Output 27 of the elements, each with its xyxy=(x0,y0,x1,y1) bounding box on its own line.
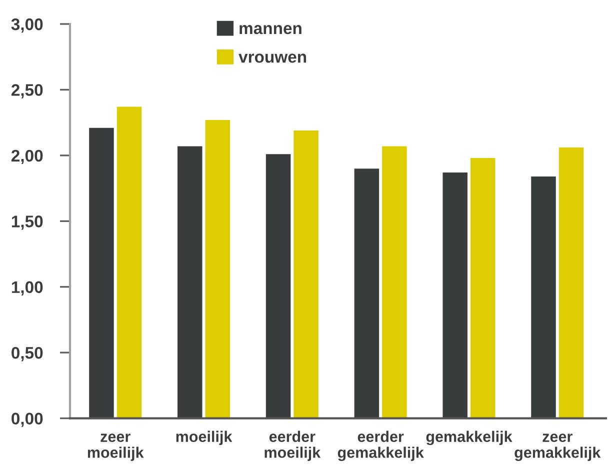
x-tick-label: eerder moeilijk xyxy=(264,430,321,461)
legend-label: vrouwen xyxy=(238,54,306,63)
bar xyxy=(558,148,584,418)
bar xyxy=(294,130,318,418)
x-tick-label: moeilijk xyxy=(176,430,232,446)
x-tick-label: zeer gemakkelijk xyxy=(514,434,601,462)
y-tick-label: 1,00 xyxy=(12,281,43,296)
bar xyxy=(382,146,407,418)
x-tick-label: zeer moeilijk xyxy=(88,434,144,461)
bar xyxy=(205,120,230,418)
bar xyxy=(531,176,556,418)
bar xyxy=(89,128,114,418)
bar xyxy=(178,146,202,418)
x-tick-label: gemakkelijk xyxy=(426,430,512,446)
y-tick-label: 0,00 xyxy=(12,412,43,427)
y-tick-label: 1,50 xyxy=(12,216,43,230)
bar xyxy=(354,168,380,418)
y-tick-label: 0,50 xyxy=(12,346,43,362)
bar xyxy=(470,158,496,418)
y-tick-label: 3,00 xyxy=(11,18,43,33)
legend-label: mannen xyxy=(240,25,302,34)
bar xyxy=(266,154,291,418)
x-tick-label: eerder gemakkelijk xyxy=(338,430,424,462)
bar xyxy=(116,106,142,418)
bar xyxy=(442,172,468,418)
y-tick-label: 2,00 xyxy=(11,150,43,164)
y-tick-label: 2,50 xyxy=(11,84,43,98)
